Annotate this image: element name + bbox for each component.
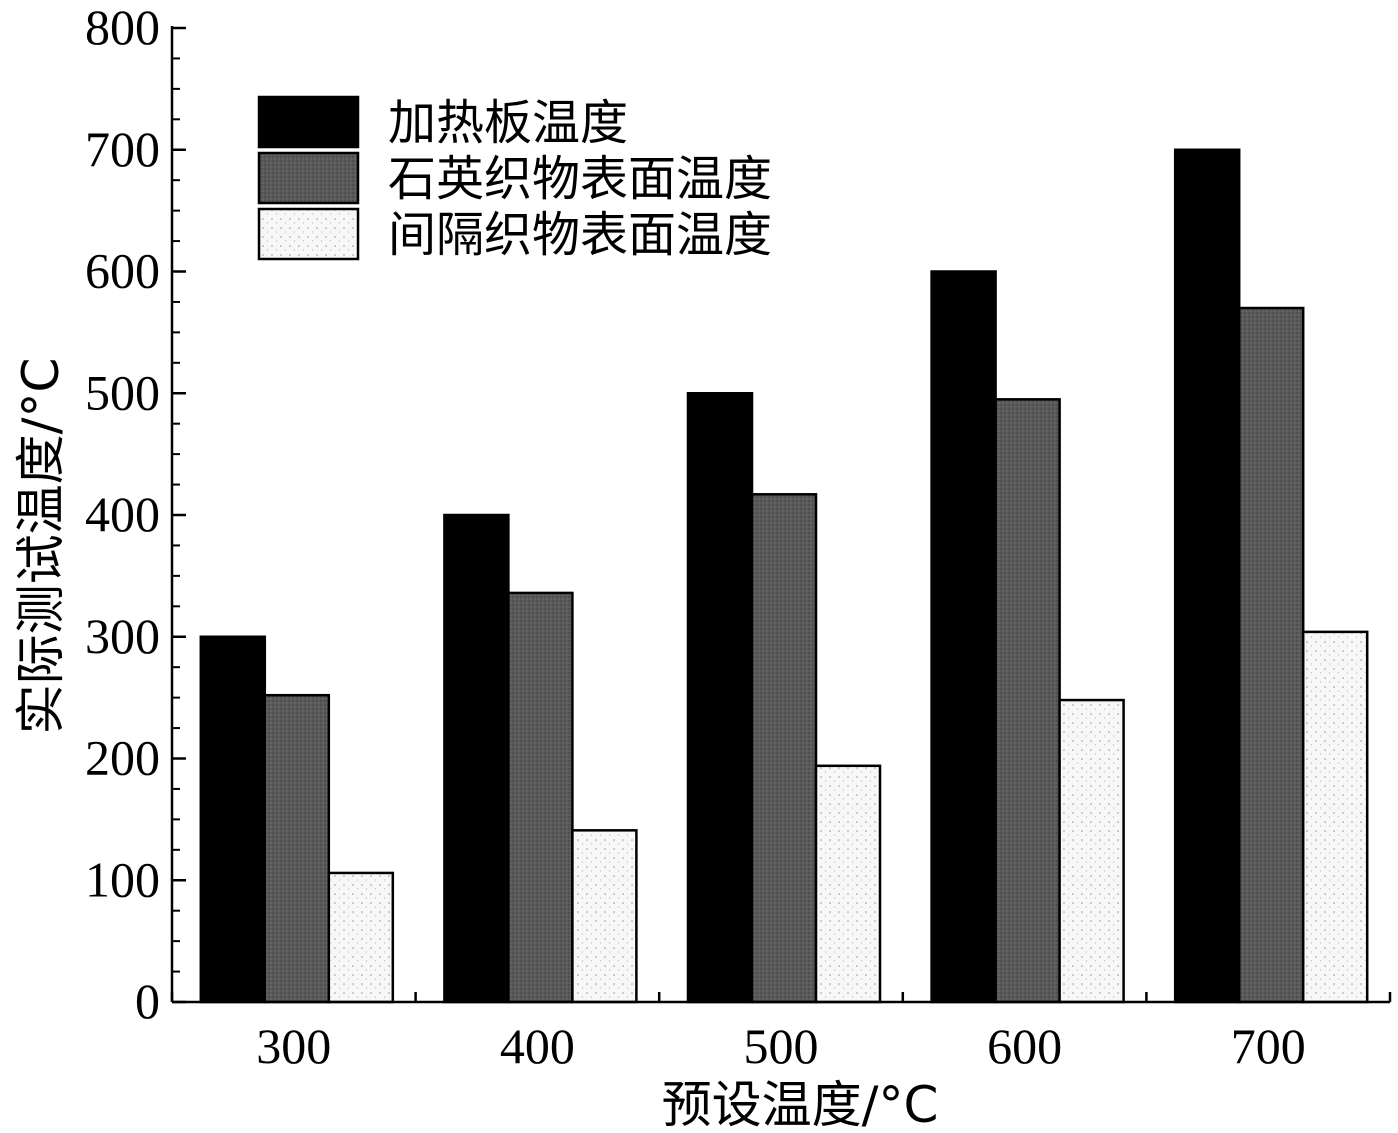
y-tick-label: 300 — [85, 608, 160, 664]
y-axis-title: 实际测试温度/°C — [12, 358, 70, 735]
y-tick-label: 500 — [85, 364, 160, 420]
bar-400-series-2 — [507, 591, 574, 1004]
bar-500-series-2 — [750, 493, 818, 1004]
bar-300-series-2 — [263, 693, 331, 1004]
legend-label-1: 加热板温度 — [388, 95, 628, 151]
bar-700-series-1 — [1173, 148, 1241, 1004]
bar-600-series-3 — [1058, 698, 1125, 1004]
legend-label-2: 石英织物表面温度 — [388, 151, 772, 207]
bar-400-series-1 — [443, 513, 510, 1004]
bar-600-series-2 — [994, 398, 1061, 1004]
bar-500-series-1 — [686, 392, 754, 1004]
legend-swatch-1 — [257, 95, 360, 149]
bar-700-series-3 — [1301, 630, 1369, 1004]
bar-300-series-1 — [199, 635, 267, 1004]
x-tick-label: 600 — [987, 1018, 1062, 1074]
y-tick-label: 700 — [85, 121, 160, 177]
x-tick-label: 500 — [744, 1018, 819, 1074]
y-tick-label: 100 — [85, 851, 160, 907]
bar-400-series-3 — [571, 829, 638, 1004]
legend-swatch-2 — [257, 151, 360, 205]
bar-600-series-1 — [930, 270, 997, 1004]
bar-700-series-2 — [1237, 306, 1305, 1004]
x-tick-label: 300 — [256, 1018, 331, 1074]
x-tick-label: 700 — [1231, 1018, 1306, 1074]
y-tick-label: 600 — [85, 243, 160, 299]
bar-300-series-3 — [327, 871, 395, 1004]
legend-label-3: 间隔织物表面温度 — [388, 207, 772, 263]
x-axis-title: 预设温度/°C — [662, 1076, 939, 1133]
bars — [199, 148, 1369, 1004]
y-tick-label: 0 — [135, 973, 160, 1029]
y-tick-label: 400 — [85, 486, 160, 542]
axes: 0 100 200 300 400 500 600 700 800 300 400 500 600 700 — [85, 0, 1392, 1074]
y-tick-label: 800 — [85, 0, 160, 55]
legend-swatch-3 — [257, 207, 360, 261]
y-tick-label: 200 — [85, 730, 160, 786]
x-tick-label: 400 — [500, 1018, 575, 1074]
bar-500-series-3 — [814, 764, 882, 1004]
